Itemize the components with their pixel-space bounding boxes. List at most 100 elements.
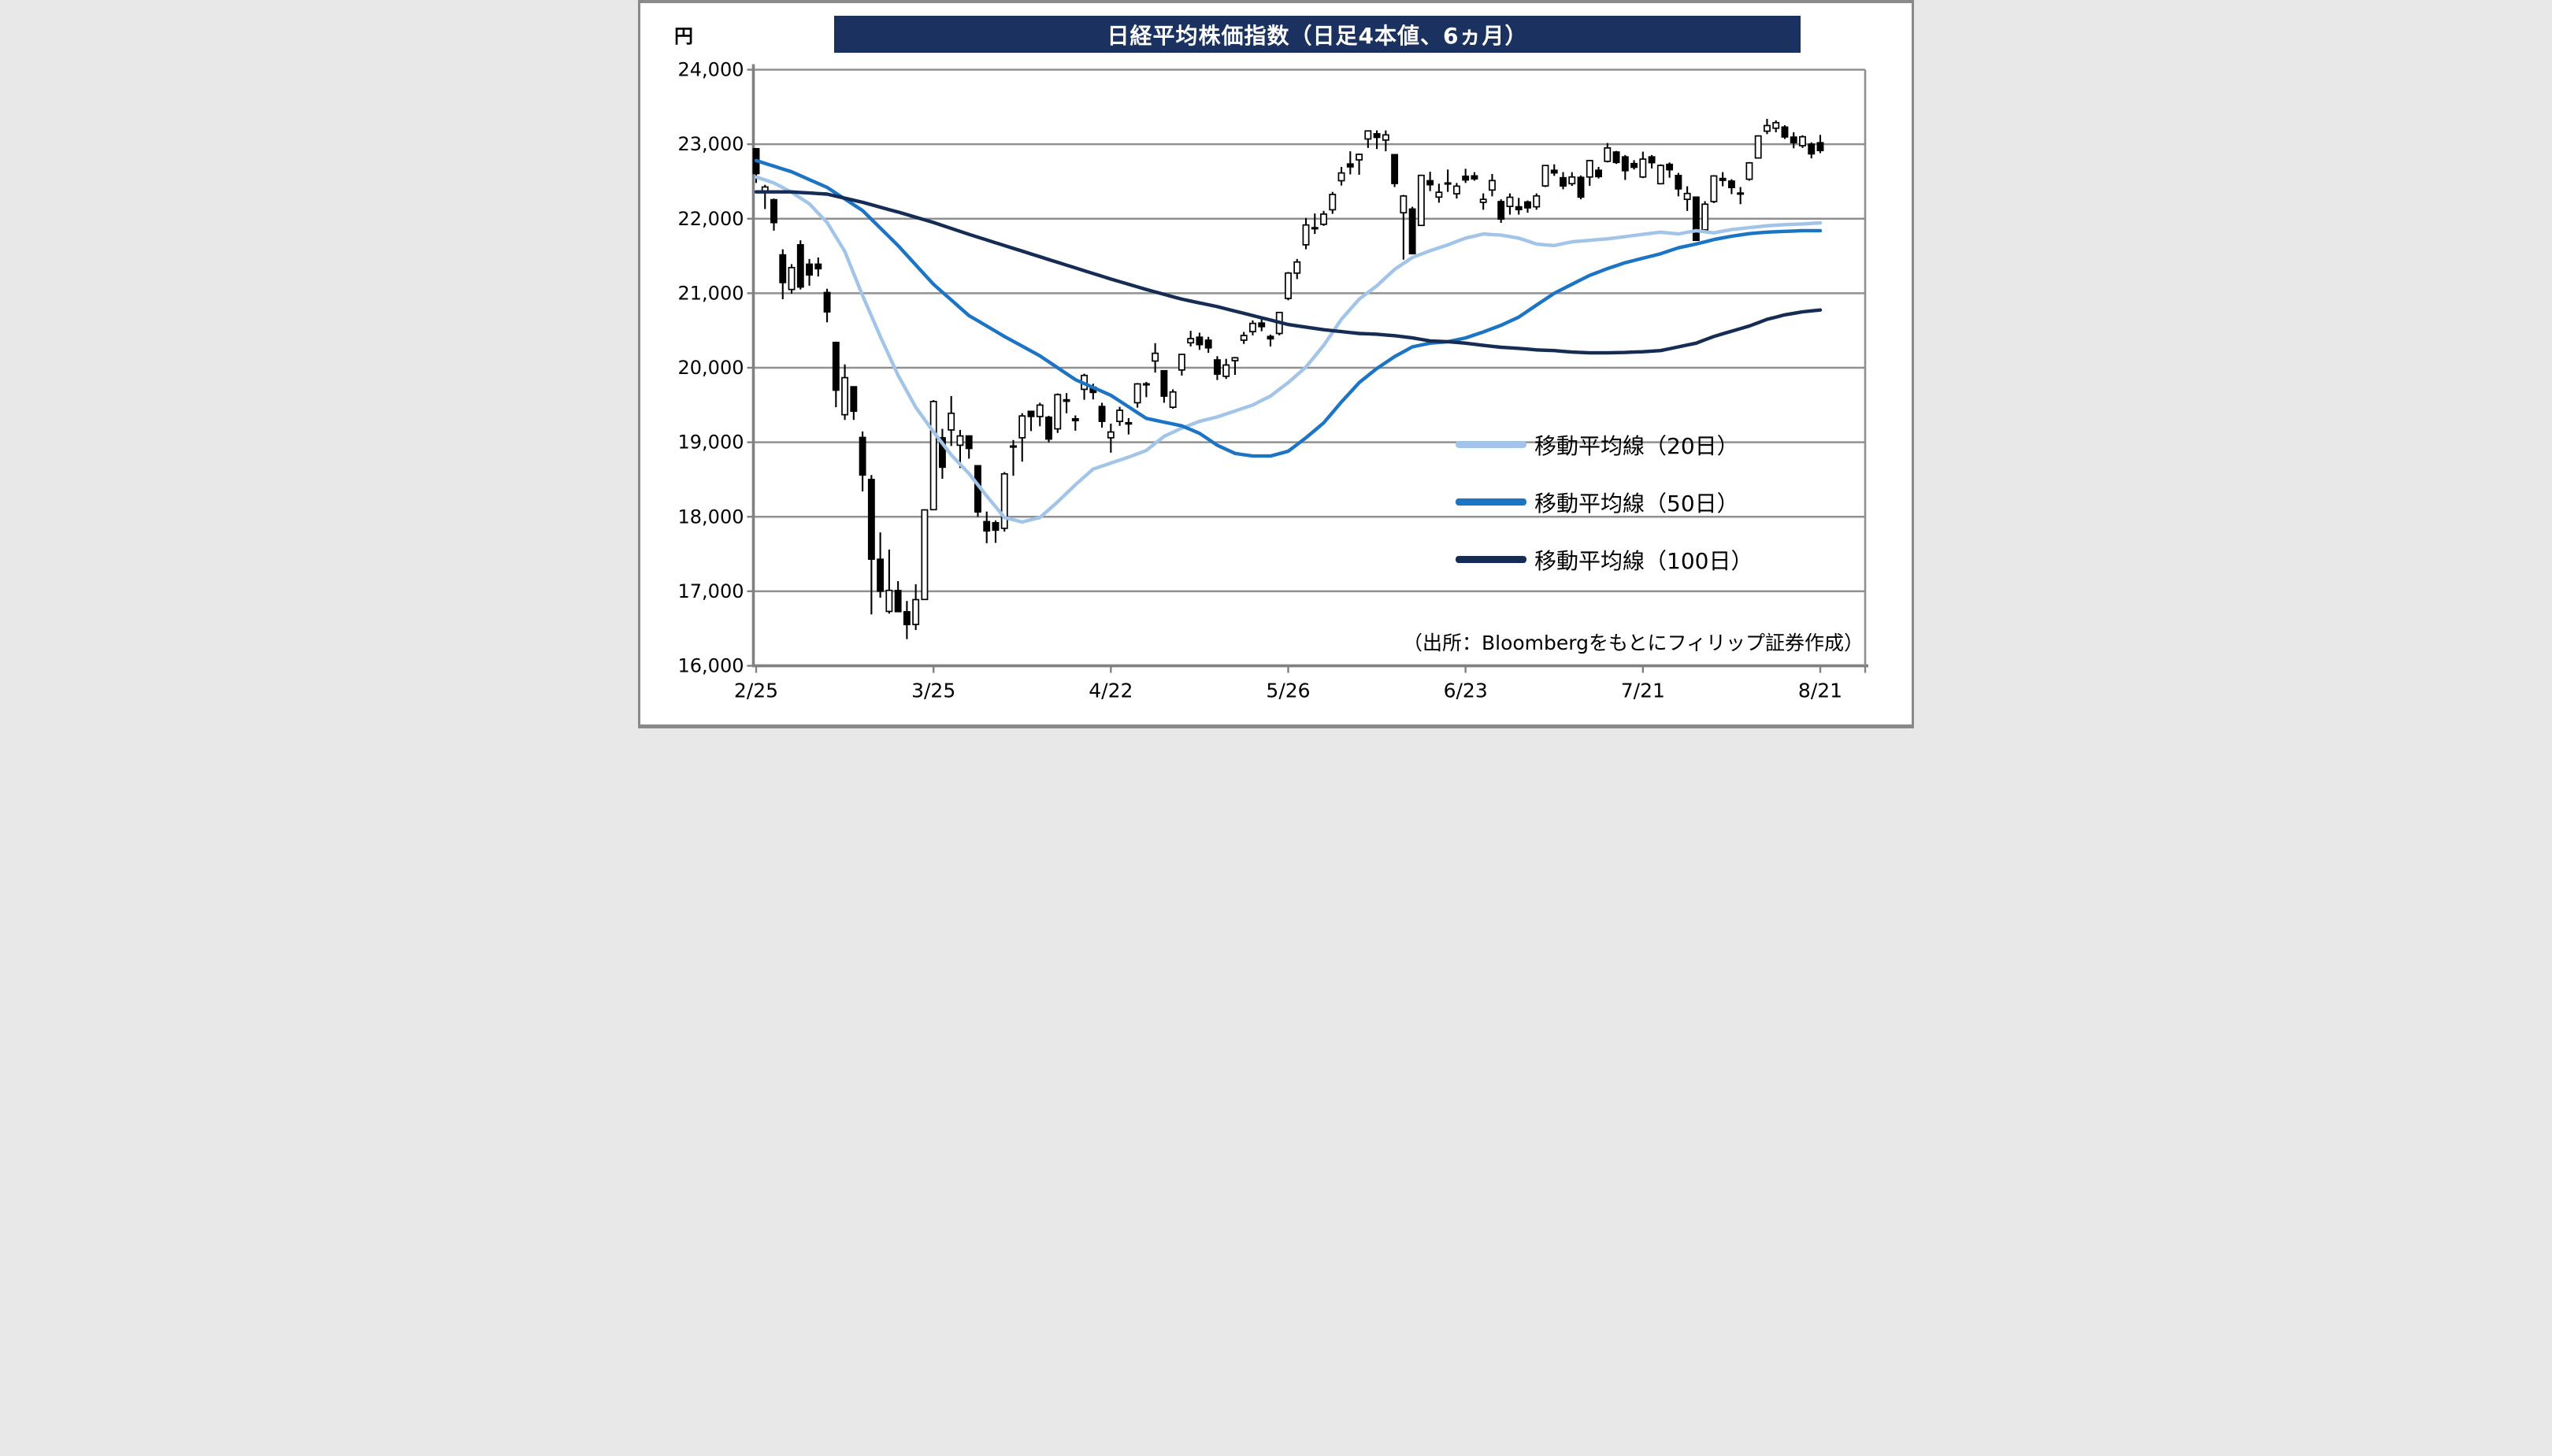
candle-up (1187, 338, 1195, 344)
candle-up (1488, 180, 1496, 191)
window-edge-right (1912, 0, 1914, 728)
legend-item-ma50: 移動平均線（50日） (1456, 473, 1849, 531)
candle-down (1808, 143, 1816, 155)
candle-up (1417, 174, 1425, 227)
candle-down (1213, 359, 1221, 375)
candle-up (1639, 158, 1647, 178)
candle-up (1745, 161, 1753, 180)
y-axis-label: 21,000 (678, 282, 744, 304)
candle-down (1648, 156, 1656, 164)
candle-up (1506, 196, 1514, 207)
candle-down (779, 254, 787, 283)
x-axis-label: 7/21 (1621, 680, 1665, 702)
candle-down (850, 386, 858, 413)
candle-up (1293, 261, 1301, 274)
candle-up (1763, 124, 1771, 132)
window-edge-top (638, 0, 1914, 3)
legend: 移動平均線（20日） 移動平均線（50日） 移動平均線（100日） (1456, 416, 1849, 588)
candle-up (1152, 352, 1159, 362)
candle-down (983, 521, 991, 532)
ma100-legend-label: 移動平均線（100日） (1534, 547, 1753, 574)
candle-up (1222, 364, 1230, 377)
window-edge-left (638, 0, 640, 728)
candle-up (956, 435, 964, 446)
candles (752, 118, 1824, 639)
legend-item-ma100: 移動平均線（100日） (1456, 531, 1849, 588)
candle-down (770, 198, 777, 224)
candle-down (814, 263, 822, 270)
y-axis-label: 23,000 (678, 133, 744, 155)
x-axis-label: 2/25 (734, 680, 778, 702)
candle-down (1471, 175, 1478, 180)
candle-up (1604, 147, 1612, 162)
candle-up (1302, 224, 1310, 246)
candle-up (1116, 409, 1124, 422)
candle-up (841, 376, 849, 416)
candle-up (1018, 415, 1026, 439)
legend-item-ma20: 移動平均線（20日） (1456, 416, 1849, 473)
candle-down (965, 435, 973, 450)
ma-line-50 (754, 158, 1823, 458)
candle-down (1258, 322, 1266, 328)
candle-up (929, 401, 937, 511)
candle-down (823, 291, 831, 313)
x-axis-label: 6/23 (1444, 680, 1488, 702)
candle-down (832, 341, 840, 391)
candle-down (806, 263, 813, 276)
candle-up (912, 598, 920, 625)
candle-down (1027, 410, 1035, 417)
candle-down (1550, 169, 1558, 174)
candle-down (1781, 126, 1789, 138)
candle-up (1568, 176, 1576, 185)
candle-down (877, 558, 885, 592)
ma-line-20 (754, 175, 1823, 524)
candle-down (1630, 162, 1638, 169)
candle-down (1196, 336, 1204, 346)
candle-up (1285, 272, 1292, 299)
y-axis-labels: 24,000 23,000 22,000 21,000 20,000 19,000 18,0… (678, 59, 744, 677)
y-axis-label: 24,000 (678, 59, 744, 81)
candle-down (1737, 192, 1745, 195)
candle-up (1320, 213, 1327, 225)
candle-up (1710, 175, 1718, 202)
candle-up (885, 589, 893, 613)
candle-up (1799, 135, 1806, 146)
candle-down (1719, 177, 1727, 181)
candle-up (1435, 191, 1443, 198)
gridlines (753, 69, 1865, 593)
y-axis-label: 20,000 (678, 357, 744, 379)
candle-down (1426, 180, 1434, 186)
ma100-line-swatch (1456, 556, 1526, 563)
candle-down (1666, 163, 1674, 171)
candle-down (1577, 176, 1585, 198)
ma20-line-swatch (1456, 441, 1526, 448)
candle-down (903, 611, 911, 626)
candle-down (1621, 156, 1629, 172)
candle-up (788, 266, 796, 291)
candle-up (1054, 394, 1062, 430)
x-axis-ticks (755, 665, 1867, 673)
candle-down (1391, 154, 1399, 184)
candle-up (1400, 195, 1408, 214)
candle-down (1727, 180, 1735, 189)
ma50-legend-label: 移動平均線（50日） (1534, 490, 1739, 517)
candle-down (1675, 175, 1682, 190)
candle-down (1790, 136, 1797, 144)
x-axis-label: 5/26 (1266, 680, 1310, 702)
candlestick-chart: 24,000 23,000 22,000 21,000 20,000 19,000 18,0… (678, 59, 1868, 702)
candle-up (1533, 195, 1541, 208)
candle-up (1125, 421, 1133, 425)
ma-line-100 (754, 190, 1823, 355)
candle-up (1231, 357, 1239, 361)
candle-down (1045, 417, 1052, 440)
candle-down (1612, 151, 1620, 164)
candle-down (1692, 196, 1700, 242)
y-axis-label: 18,000 (678, 506, 744, 528)
candle-up (1178, 354, 1185, 371)
candle-down (1408, 208, 1416, 254)
source-note: （出所：Bloombergをもとにフィリップ証券作成） (1402, 632, 1864, 654)
candle-down (1071, 417, 1079, 422)
candle-up (1000, 472, 1008, 529)
candle-up (1249, 322, 1256, 332)
candle-up (948, 412, 955, 431)
